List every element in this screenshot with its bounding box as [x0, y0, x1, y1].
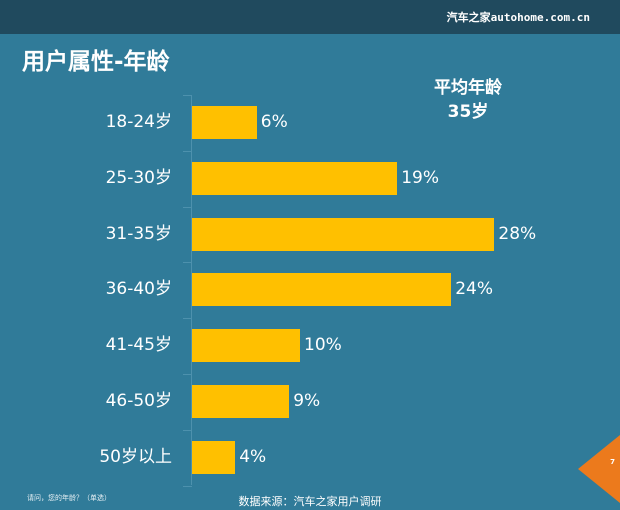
axis-tick — [183, 262, 192, 264]
axis-tick — [183, 95, 192, 96]
axis-tick — [183, 374, 192, 375]
page-title: 用户属性-年龄 — [22, 49, 170, 75]
axis-tick — [183, 485, 192, 487]
value-label: 9% — [293, 391, 321, 411]
top-banner: 汽车之家autohome.com.cn — [0, 0, 620, 34]
value-label: 4% — [239, 446, 267, 467]
category-label: 18-24岁 — [105, 112, 172, 132]
bar — [192, 329, 300, 363]
survey-question: 请问，您的年龄？（单选） — [27, 494, 111, 502]
bar — [192, 440, 236, 474]
value-label: 28% — [498, 223, 537, 244]
brand-logo-text: 汽车之家autohome.com.cn — [446, 11, 590, 24]
bar — [192, 106, 257, 139]
category-label: 41-45岁 — [105, 335, 172, 356]
category-label: 31-35岁 — [105, 223, 172, 244]
category-axis-line — [191, 95, 192, 485]
data-source: 数据来源：汽车之家用户调研 — [238, 495, 382, 508]
bar — [192, 217, 495, 251]
axis-tick — [183, 206, 192, 208]
bar — [192, 385, 290, 418]
axis-tick — [183, 429, 192, 431]
category-label: 50岁以上 — [99, 446, 172, 467]
category-label: 46-50岁 — [105, 391, 172, 411]
category-label: 36-40岁 — [105, 279, 172, 300]
page-number: 7 — [610, 458, 615, 466]
average-age-label: 平均年龄 — [434, 78, 502, 98]
value-label: 24% — [455, 279, 493, 300]
axis-tick — [183, 150, 192, 152]
bar — [192, 273, 452, 307]
value-label: 10% — [304, 335, 342, 356]
axis-tick — [183, 318, 192, 320]
page-marker-triangle — [578, 435, 620, 503]
value-label: 19% — [401, 167, 439, 188]
average-age-value: 35岁 — [447, 102, 489, 122]
bar — [192, 161, 398, 195]
value-label: 6% — [260, 112, 288, 132]
average-age-callout: 平均年龄 35岁 — [408, 76, 528, 124]
category-label: 25-30岁 — [105, 167, 172, 188]
